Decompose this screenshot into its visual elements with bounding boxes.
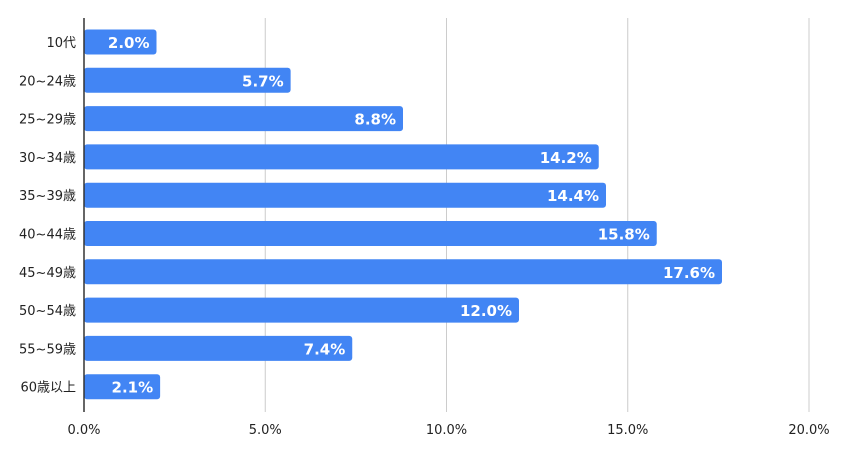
bar bbox=[84, 182, 606, 208]
x-tick-label: 15.0% bbox=[607, 423, 648, 438]
bar bbox=[84, 221, 657, 246]
labels: 0.0% 5.0% 10.0% 15.0% 20.0% 10代 2.0% 20~24歳 5.7%… bbox=[19, 34, 830, 438]
data-label: 14.4% bbox=[547, 187, 599, 205]
x-tick-label: 20.0% bbox=[788, 423, 829, 438]
bar bbox=[84, 144, 599, 170]
bar bbox=[84, 106, 403, 132]
category-label: 20~24歳 bbox=[19, 74, 76, 89]
x-tick-label: 0.0% bbox=[67, 423, 100, 438]
data-label: 8.8% bbox=[354, 111, 396, 129]
bar bbox=[84, 297, 519, 323]
bar bbox=[84, 259, 722, 285]
category-label: 50~54歳 bbox=[19, 304, 76, 319]
data-label: 14.2% bbox=[540, 149, 592, 167]
data-label: 2.1% bbox=[112, 379, 154, 397]
category-label: 30~34歳 bbox=[19, 151, 76, 166]
category-label: 25~29歳 bbox=[19, 113, 76, 128]
category-label: 40~44歳 bbox=[19, 228, 76, 243]
bar bbox=[84, 374, 161, 400]
data-label: 15.8% bbox=[598, 226, 650, 244]
data-label: 7.4% bbox=[304, 340, 346, 358]
category-label: 55~59歳 bbox=[19, 342, 76, 357]
data-label: 12.0% bbox=[460, 302, 512, 320]
data-label: 17.6% bbox=[663, 264, 715, 282]
category-label: 35~39歳 bbox=[19, 189, 76, 204]
x-tick-label: 10.0% bbox=[426, 423, 467, 438]
category-label: 60歳以上 bbox=[20, 381, 76, 396]
bar bbox=[84, 29, 157, 55]
bar bbox=[84, 67, 291, 93]
data-label: 5.7% bbox=[242, 72, 284, 90]
category-label: 10代 bbox=[46, 36, 76, 51]
x-tick-label: 5.0% bbox=[249, 423, 282, 438]
category-label: 45~49歳 bbox=[19, 266, 76, 281]
data-label: 2.0% bbox=[108, 34, 150, 52]
bar bbox=[84, 335, 353, 361]
bars bbox=[84, 29, 722, 400]
